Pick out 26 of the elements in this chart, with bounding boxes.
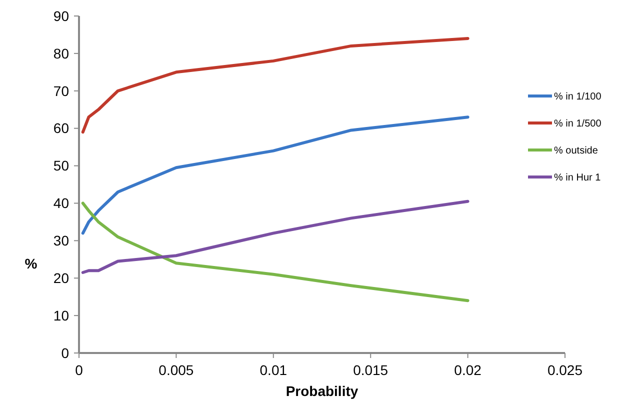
y-tick-label: 50 xyxy=(53,158,70,174)
line-series xyxy=(81,200,470,274)
y-tick-label: 60 xyxy=(53,120,70,136)
y-tick-label: 10 xyxy=(53,307,70,324)
x-tick-label: 0 xyxy=(75,362,84,378)
x-tick-label: 0.025 xyxy=(547,362,583,378)
legend-label: % in Hur 1 xyxy=(554,172,602,184)
y-tick-label: 40 xyxy=(53,195,70,212)
line-series xyxy=(81,202,470,302)
legend-label: % in 1/500 xyxy=(554,118,602,130)
y-tick-label: 80 xyxy=(53,45,70,62)
x-tick-label: 0.015 xyxy=(353,362,388,378)
line-series xyxy=(81,116,470,235)
legend-label: % in 1/100 xyxy=(554,92,602,102)
x-tick-label: 0.01 xyxy=(260,362,288,378)
x-tick-label: 0.005 xyxy=(158,362,194,378)
line-series xyxy=(81,36,470,134)
y-tick-label: 20 xyxy=(53,270,70,286)
y-tick-label: 0 xyxy=(61,344,70,361)
y-tick-label: 70 xyxy=(53,82,70,99)
y-tick-label: 30 xyxy=(53,232,70,249)
x-axis-title: Probability xyxy=(286,383,358,399)
legend-label: % outside xyxy=(554,146,598,156)
y-tick-label: 90 xyxy=(53,8,70,24)
x-tick-label: 0.02 xyxy=(454,362,482,378)
y-axis-title: % xyxy=(24,256,38,272)
